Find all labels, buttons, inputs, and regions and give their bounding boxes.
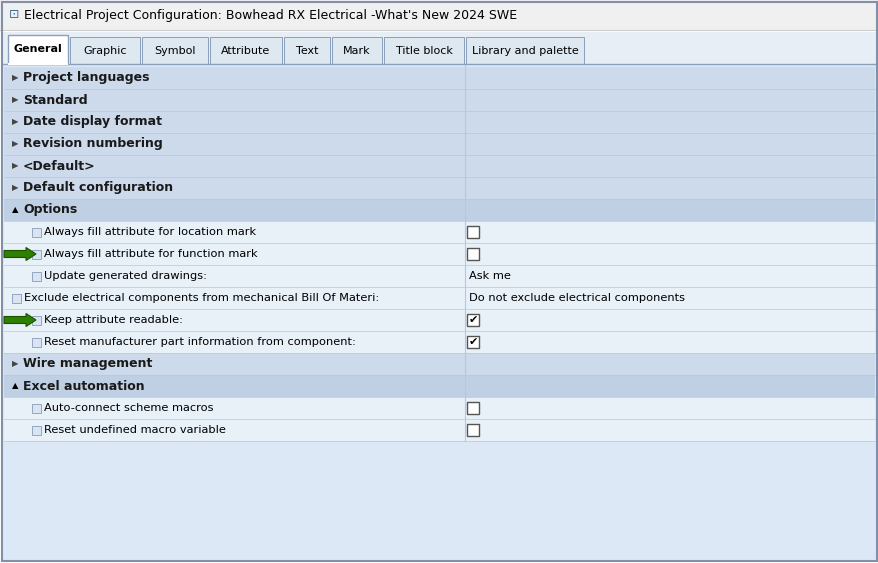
Bar	[4, 441, 874, 560]
Text: Do not exclude electrical components: Do not exclude electrical components	[469, 293, 684, 303]
Bar	[4, 265, 874, 287]
Text: Exclude electrical components from mechanical Bill Of Materi:: Exclude electrical components from mecha…	[24, 293, 378, 303]
Bar	[4, 397, 874, 419]
Bar	[466, 424, 479, 436]
Text: Options: Options	[23, 203, 77, 217]
Bar	[32, 227, 41, 236]
Bar	[4, 155, 874, 177]
Bar	[3, 32, 875, 64]
Bar	[210, 37, 282, 64]
Bar	[32, 426, 41, 435]
FancyArrow shape	[4, 314, 36, 327]
Text: ▲: ▲	[12, 205, 18, 215]
Bar	[4, 353, 874, 375]
Text: Title block: Title block	[395, 46, 452, 56]
Bar	[32, 404, 41, 413]
Text: Text: Text	[295, 46, 318, 56]
Bar	[466, 402, 479, 414]
Text: Default configuration: Default configuration	[23, 181, 173, 194]
Text: Reset undefined macro variable: Reset undefined macro variable	[44, 425, 226, 435]
Text: ▶: ▶	[12, 140, 18, 149]
Bar	[466, 314, 479, 326]
Text: Revision numbering: Revision numbering	[23, 137, 162, 150]
Text: Date display format: Date display format	[23, 115, 162, 128]
Bar	[466, 226, 479, 238]
Text: ▶: ▶	[12, 360, 18, 369]
Bar	[4, 199, 874, 221]
Text: ▶: ▶	[12, 118, 18, 127]
Bar	[32, 315, 41, 324]
Text: Attribute: Attribute	[221, 46, 270, 56]
Bar	[4, 331, 874, 353]
Text: ▶: ▶	[12, 96, 18, 105]
Text: Library and palette: Library and palette	[471, 46, 578, 56]
Bar	[8, 35, 68, 64]
Bar	[4, 111, 874, 133]
Bar	[4, 89, 874, 111]
FancyArrow shape	[4, 248, 36, 261]
Text: ✔: ✔	[468, 337, 477, 347]
Text: ⊡: ⊡	[9, 8, 19, 21]
Text: General: General	[14, 44, 62, 55]
Text: ▶: ▶	[12, 162, 18, 171]
Text: Project languages: Project languages	[23, 72, 149, 84]
Bar	[32, 337, 41, 346]
Bar	[4, 67, 874, 89]
Bar	[466, 336, 479, 348]
Bar	[0, 0, 878, 30]
Bar	[332, 37, 382, 64]
Text: Symbol: Symbol	[154, 46, 196, 56]
Text: Wire management: Wire management	[23, 358, 152, 370]
Text: Reset manufacturer part information from component:: Reset manufacturer part information from…	[44, 337, 356, 347]
Bar	[4, 287, 874, 309]
Bar	[4, 419, 874, 441]
Bar	[4, 221, 874, 243]
Text: Always fill attribute for location mark: Always fill attribute for location mark	[44, 227, 255, 237]
Bar	[384, 37, 464, 64]
Bar	[4, 133, 874, 155]
Text: Graphic: Graphic	[83, 46, 126, 56]
Text: Ask me: Ask me	[469, 271, 510, 281]
Text: Standard: Standard	[23, 93, 88, 106]
Text: ▶: ▶	[12, 184, 18, 193]
Text: Excel automation: Excel automation	[23, 379, 145, 392]
Bar	[32, 271, 41, 280]
Text: <Default>: <Default>	[23, 159, 96, 172]
Bar	[465, 37, 583, 64]
Bar	[12, 293, 21, 302]
Bar	[4, 177, 874, 199]
Bar	[32, 249, 41, 258]
Text: ▶: ▶	[12, 74, 18, 83]
Text: Electrical Project Configuration: Bowhead RX Electrical -What's New 2024 SWE: Electrical Project Configuration: Bowhea…	[24, 8, 516, 21]
Bar	[4, 243, 874, 265]
Text: ▲: ▲	[12, 382, 18, 391]
Bar	[284, 37, 329, 64]
Bar	[466, 248, 479, 260]
Text: Auto-connect scheme macros: Auto-connect scheme macros	[44, 403, 213, 413]
Bar	[4, 309, 874, 331]
Bar	[70, 37, 140, 64]
Text: Update generated drawings:: Update generated drawings:	[44, 271, 206, 281]
Text: Keep attribute readable:: Keep attribute readable:	[44, 315, 183, 325]
Text: Always fill attribute for function mark: Always fill attribute for function mark	[44, 249, 257, 259]
Text: Mark: Mark	[342, 46, 371, 56]
Bar	[142, 37, 208, 64]
Text: ✔: ✔	[468, 315, 477, 325]
Bar	[3, 65, 875, 560]
Bar	[4, 375, 874, 397]
